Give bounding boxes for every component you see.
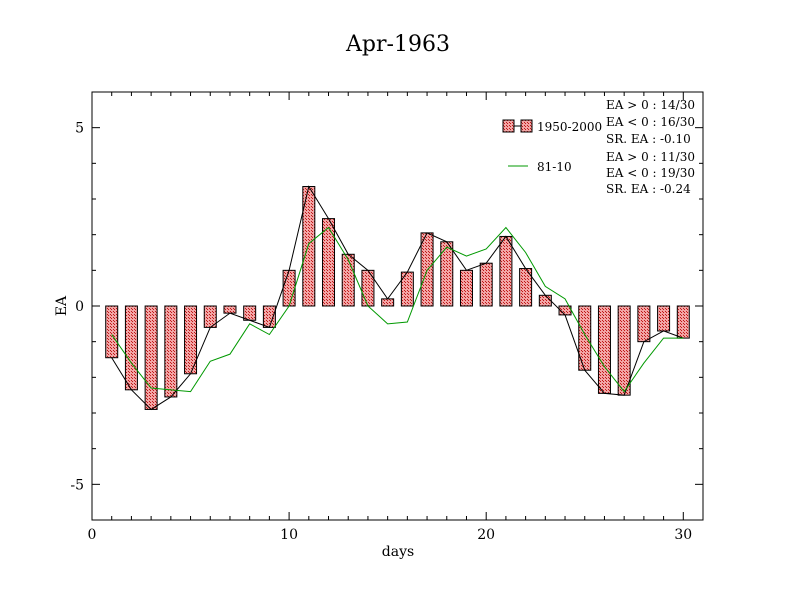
bar-day-4 xyxy=(164,305,178,398)
stats-1950-2000: EA > 0 : 14/30 EA < 0 : 16/30 SR. EA : -… xyxy=(606,98,695,146)
stat-line: EA > 0 : 14/30 xyxy=(606,98,695,112)
series-1950-2000-outline xyxy=(111,185,684,411)
stat-line: EA > 0 : 11/30 xyxy=(606,150,695,164)
bar-day-15 xyxy=(381,298,395,307)
stat-line: EA < 0 : 16/30 xyxy=(606,115,695,129)
bar-day-10 xyxy=(282,269,296,307)
x-tick-label: 0 xyxy=(88,527,97,543)
bar-day-7 xyxy=(223,305,237,314)
y-tick-label: -5 xyxy=(70,477,84,493)
bar-day-20 xyxy=(479,262,493,307)
bar-day-13 xyxy=(341,253,355,307)
bar-day-12 xyxy=(322,218,336,307)
bar-day-19 xyxy=(459,269,473,307)
y-axis-label: EA xyxy=(54,295,70,316)
chart-title: Apr-1963 xyxy=(345,32,450,57)
legend-label-1950-2000: 1950-2000 xyxy=(537,120,602,134)
legend: 1950-2000 81-10 EA > 0 : 14/30 EA < 0 : … xyxy=(502,98,695,196)
y-tick-label: 5 xyxy=(75,121,84,137)
stats-81-10: EA > 0 : 11/30 EA < 0 : 19/30 SR. EA : -… xyxy=(606,150,695,196)
stat-line: EA < 0 : 19/30 xyxy=(606,166,695,180)
legend-entry-1950-2000: 1950-2000 xyxy=(502,119,602,134)
series-81-10-line xyxy=(111,226,684,393)
bar-day-8 xyxy=(243,305,257,321)
stat-line: SR. EA : -0.10 xyxy=(606,132,691,146)
bar-day-2 xyxy=(124,305,138,391)
bar-day-29 xyxy=(657,305,671,332)
bar-day-25 xyxy=(578,305,592,371)
legend-entry-81-10: 81-10 xyxy=(508,160,572,174)
bar-day-17 xyxy=(420,232,434,307)
bar-day-3 xyxy=(144,305,158,410)
x-tick-label: 20 xyxy=(477,527,495,543)
bar-day-27 xyxy=(617,305,631,396)
x-axis-label: days xyxy=(382,544,414,560)
x-tick-label: 10 xyxy=(280,527,298,543)
x-tick-label: 30 xyxy=(674,527,692,543)
bar-day-23 xyxy=(538,294,552,307)
y-tick-label: 0 xyxy=(75,299,84,315)
legend-bar-swatch-left xyxy=(502,119,515,133)
bar-day-28 xyxy=(637,305,651,343)
bar-day-26 xyxy=(597,305,611,394)
bar-day-21 xyxy=(499,235,513,307)
stat-line: SR. EA : -0.24 xyxy=(606,182,691,196)
bar-day-30 xyxy=(676,305,690,339)
bar-day-1 xyxy=(105,305,119,359)
legend-label-81-10: 81-10 xyxy=(537,160,572,174)
legend-bar-swatch-right xyxy=(520,119,533,133)
